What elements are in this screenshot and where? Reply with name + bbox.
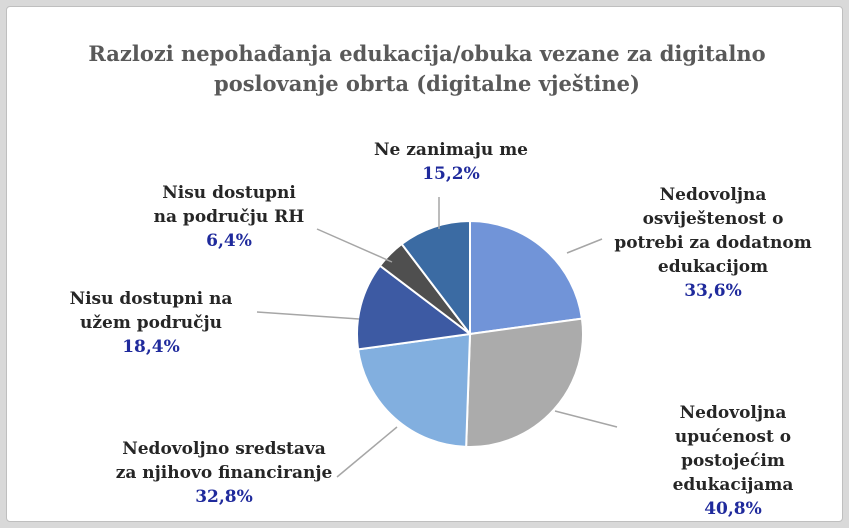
leader-line [316,228,393,263]
slice-label: Nedovoljna osviještenost o potrebi za do… [611,183,816,303]
value-label: 32,8% [195,487,253,507]
pie-slice [356,332,472,448]
slice-label: Ne zanimaju me 15,2% [351,138,551,186]
value-label: 15,2% [422,164,480,184]
slice-label: Nisu dostupni na užem području 18,4% [44,287,259,359]
value-label: 6,4% [206,231,252,251]
value-label: 40,8% [704,499,762,519]
category-label: Nedovoljno sredstava za njihovo financir… [115,439,333,483]
leader-line [554,410,618,428]
category-label: Nisu dostupni na području RH [153,183,305,227]
leader-line [256,311,360,320]
chart-frame: Razlozi nepohađanja edukacija/obuka veza… [6,6,843,522]
value-label: 18,4% [122,337,180,357]
slice-label: Nedovoljna upućenost o postojećim edukac… [633,401,833,521]
slice-label: Nedovoljno sredstava za njihovo financir… [112,437,337,509]
pie-slice [465,317,584,448]
pie-slice [356,264,473,351]
chart-title: Razlozi nepohađanja edukacija/obuka veza… [88,41,766,96]
category-label: Ne zanimaju me [374,140,528,160]
category-label: Nisu dostupni na užem području [69,289,233,333]
pie-slice [469,219,584,336]
category-label: Nedovoljna upućenost o postojećim edukac… [672,403,794,495]
slice-label: Nisu dostupni na području RH 6,4% [149,181,309,253]
leader-line [336,426,398,478]
leader-line [566,238,603,254]
category-label: Nedovoljna osviještenost o potrebi za do… [614,185,812,277]
value-label: 33,6% [684,281,742,301]
pie [256,197,618,478]
pie-slice [400,219,471,337]
